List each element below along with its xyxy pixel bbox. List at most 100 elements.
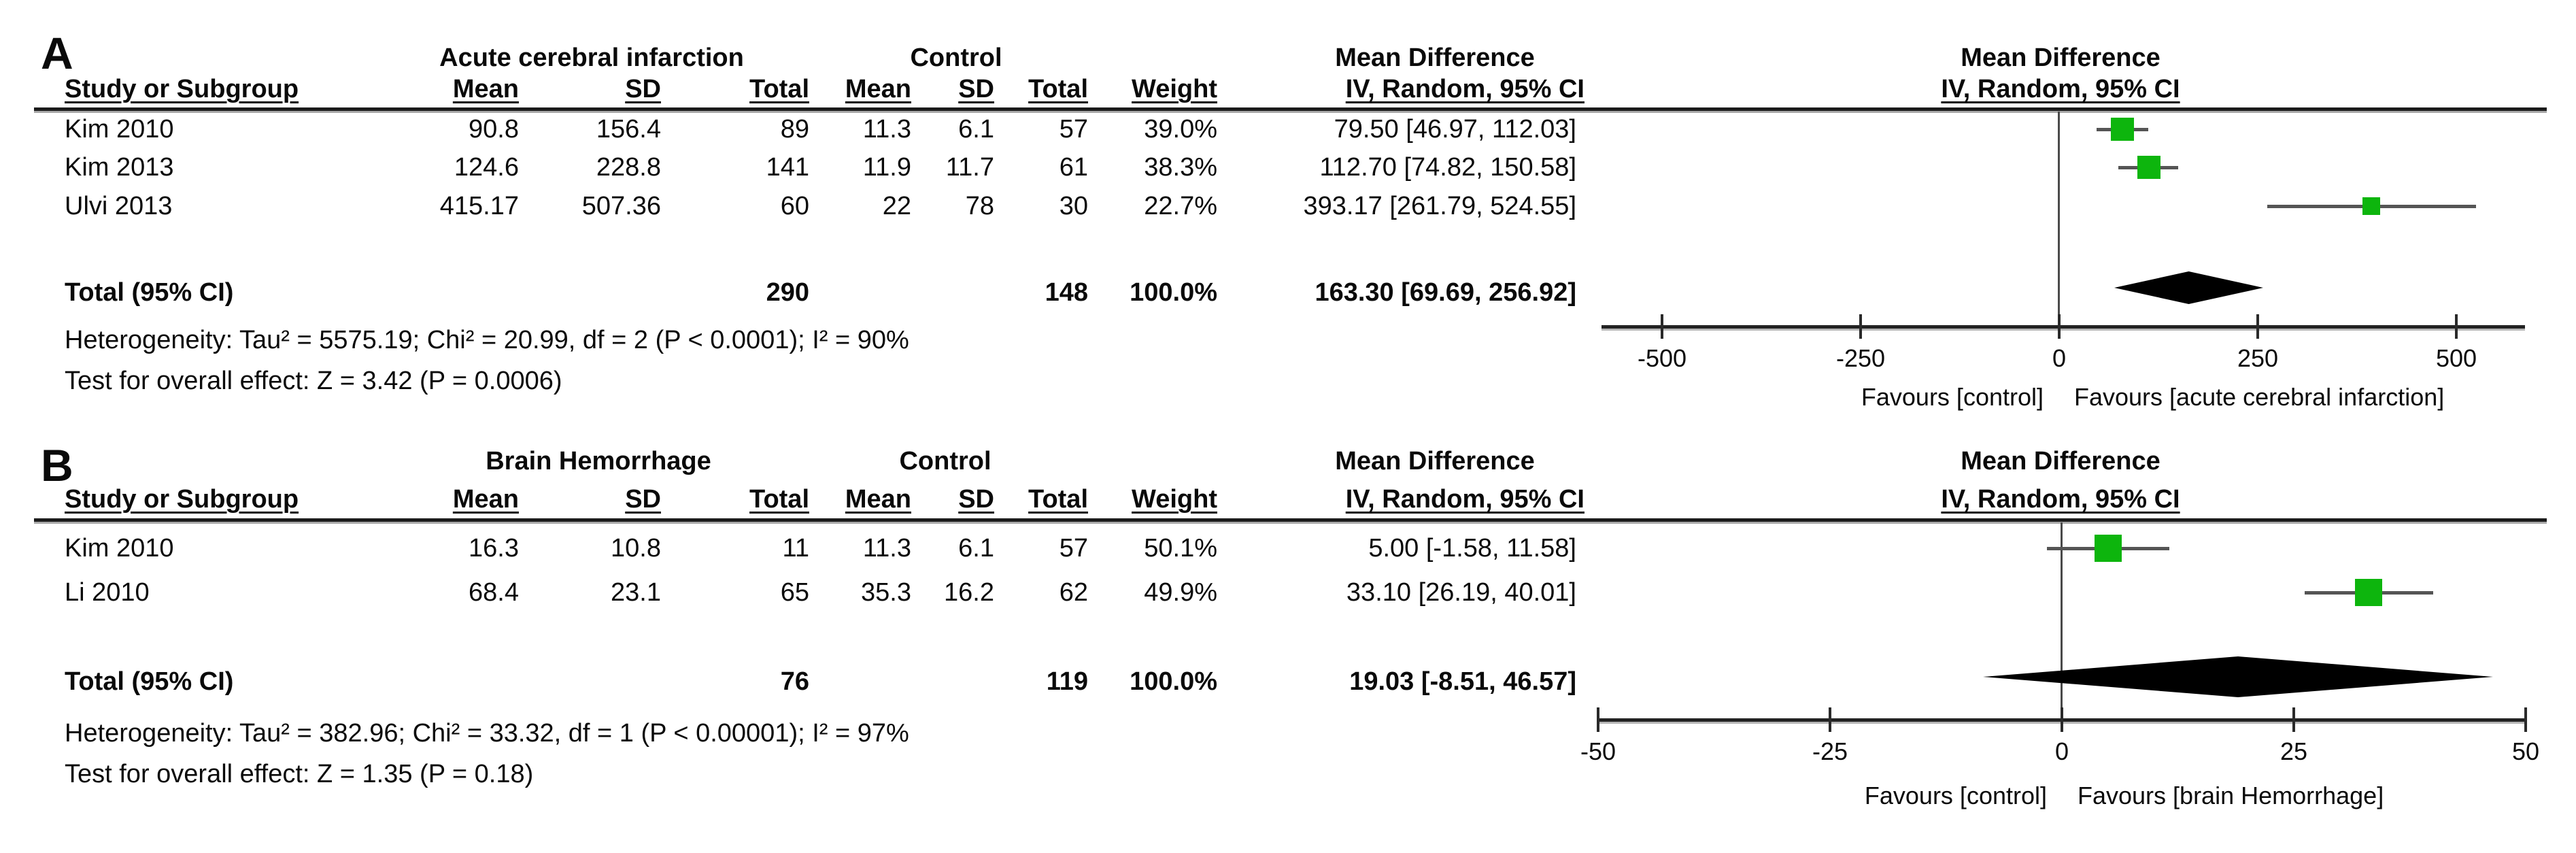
panel-b-effect-header: Mean Difference (1335, 447, 1535, 475)
panel-a-plot-effect-header: Mean Difference (1961, 44, 2160, 72)
panel-b-tick-label: 25 (2280, 737, 2308, 765)
panel-a-summary-diamond (2114, 271, 2263, 304)
panel-b-colhead-study: Study or Subgroup (65, 485, 299, 514)
panel-a-colhead-sd1: SD (625, 75, 661, 103)
panel-a-label: A (41, 28, 73, 78)
panel-b-tick (2524, 707, 2527, 732)
panel-a-colhead-total2: Total (1028, 75, 1088, 103)
panel-b-colhead-weight: Weight (1132, 485, 1217, 514)
study-cell-c_mean: 22 (882, 192, 911, 220)
study-cell-c_sd: 78 (965, 192, 994, 220)
study-cell-total: 60 (780, 192, 809, 220)
study-cell-ci_text: 33.10 [26.19, 40.01] (1346, 578, 1576, 607)
panel-a-total-n1: 290 (766, 278, 809, 307)
panel-b-tick-label: 0 (2054, 737, 2069, 765)
panel-b-group1-header: Brain Hemorrhage (486, 447, 711, 475)
study-cell-ci_text: 5.00 [-1.58, 11.58] (1368, 534, 1576, 563)
panel-b-zero-line (2061, 522, 2063, 718)
study-cell-c_mean: 11.3 (862, 115, 911, 144)
panel-b-colhead-mean2: Mean (845, 485, 911, 514)
study-square-marker (2137, 156, 2160, 179)
panel-b-tick-label: 50 (2511, 737, 2540, 765)
panel-a-overall-effect: Test for overall effect: Z = 3.42 (P = 0… (65, 367, 562, 395)
panel-a-tick-label: -500 (1637, 344, 1687, 372)
study-square-marker (2111, 118, 2134, 141)
panel-b-group2-header: Control (899, 447, 992, 475)
study-cell-c_total: 61 (1059, 153, 1088, 182)
panel-a-favours-right: Favours [acute cerebral infarction] (2074, 383, 2445, 411)
panel-b-colhead-total1: Total (749, 485, 809, 514)
panel-b-heterogeneity: Heterogeneity: Tau² = 382.96; Chi² = 33.… (65, 719, 909, 748)
study-cell-sd: 156.4 (596, 115, 661, 144)
study-cell-ci_text: 393.17 [261.79, 524.55] (1303, 192, 1576, 220)
study-name: Kim 2010 (65, 115, 174, 144)
study-name: Kim 2010 (65, 534, 174, 563)
study-cell-c_sd: 6.1 (958, 534, 994, 563)
panel-b-tick (2061, 707, 2063, 732)
panel-b-plot-method-header: IV, Random, 95% CI (1941, 485, 2180, 514)
panel-a-group1-header: Acute cerebral infarction (439, 44, 744, 72)
panel-a-plot-method-header: IV, Random, 95% CI (1941, 75, 2180, 103)
panel-b-favours-left: Favours [control] (1864, 782, 2047, 809)
panel-b-colhead-sd1: SD (625, 485, 661, 514)
panel-a-header-rule (34, 107, 2547, 113)
panel-a-tick (1661, 314, 1663, 339)
study-cell-weight: 39.0% (1144, 115, 1217, 144)
study-cell-ci_text: 79.50 [46.97, 112.03] (1334, 115, 1576, 144)
panel-b-total-label: Total (95% CI) (65, 667, 234, 696)
panel-a-group2-header: Control (910, 44, 1002, 72)
panel-a-heterogeneity: Heterogeneity: Tau² = 5575.19; Chi² = 20… (65, 326, 909, 354)
panel-b-tick (1829, 707, 1831, 732)
panel-a-tick-label: -250 (1835, 344, 1886, 372)
panel-b-colhead-method: IV, Random, 95% CI (1345, 485, 1584, 514)
panel-a-tick-label: 500 (2435, 344, 2477, 372)
panel-b-summary-diamond (1983, 656, 2493, 697)
study-cell-weight: 50.1% (1144, 534, 1217, 563)
panel-b-favours-right: Favours [brain Hemorrhage] (2078, 782, 2384, 809)
study-cell-mean: 68.4 (469, 578, 519, 607)
study-cell-weight: 38.3% (1144, 153, 1217, 182)
panel-a-favours-left: Favours [control] (1861, 383, 2044, 411)
panel-b-tick-label: -25 (1812, 737, 1848, 765)
panel-a-tick-label: 250 (2237, 344, 2279, 372)
study-name: Ulvi 2013 (65, 192, 173, 220)
study-cell-sd: 10.8 (611, 534, 661, 563)
study-cell-mean: 124.6 (454, 153, 519, 182)
study-cell-sd: 507.36 (581, 192, 661, 220)
panel-b-tick (1597, 707, 1599, 732)
panel-b-plot-effect-header: Mean Difference (1961, 447, 2160, 475)
study-cell-total: 89 (780, 115, 809, 144)
study-square-marker (2355, 579, 2382, 606)
study-cell-mean: 90.8 (469, 115, 519, 144)
panel-a-effect-header: Mean Difference (1335, 44, 1535, 72)
study-cell-total: 11 (782, 534, 809, 563)
panel-a-colhead-sd2: SD (958, 75, 994, 103)
study-cell-c_total: 57 (1059, 115, 1088, 144)
study-cell-total: 65 (780, 578, 809, 607)
study-cell-c_total: 62 (1059, 578, 1088, 607)
panel-b-total-n2: 119 (1046, 667, 1088, 696)
panel-a-colhead-weight: Weight (1132, 75, 1217, 103)
panel-a-tick-label: 0 (2052, 344, 2067, 372)
panel-b-total-weight: 100.0% (1130, 667, 1217, 696)
study-name: Kim 2013 (65, 153, 174, 182)
panel-b-colhead-mean1: Mean (452, 485, 519, 514)
panel-a-tick (2455, 314, 2458, 339)
panel-a-total-weight: 100.0% (1130, 278, 1217, 307)
panel-b-colhead-total2: Total (1028, 485, 1088, 514)
study-cell-weight: 49.9% (1144, 578, 1217, 607)
study-cell-mean: 415.17 (439, 192, 519, 220)
study-cell-c_mean: 35.3 (861, 578, 911, 607)
study-square-marker (2362, 197, 2380, 215)
study-cell-total: 141 (766, 153, 809, 182)
panel-b-tick (2292, 707, 2295, 732)
study-cell-c_sd: 16.2 (944, 578, 994, 607)
panel-a-tick (2256, 314, 2259, 339)
panel-a-colhead-total1: Total (749, 75, 809, 103)
study-cell-ci_text: 112.70 [74.82, 150.58] (1319, 153, 1576, 182)
study-cell-c_sd: 6.1 (958, 115, 994, 144)
panel-a-colhead-study: Study or Subgroup (65, 75, 299, 103)
study-cell-sd: 23.1 (611, 578, 661, 607)
panel-b-label: B (41, 440, 73, 490)
